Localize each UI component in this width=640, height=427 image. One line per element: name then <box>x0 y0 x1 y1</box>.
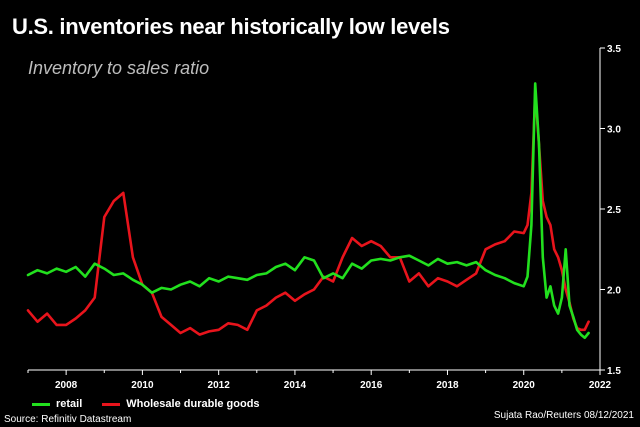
x-tick-label-2008: 2008 <box>55 380 78 391</box>
source-note: Source: Refinitiv Datastream <box>4 414 132 425</box>
y-tick-label-4: 3.5 <box>607 44 621 55</box>
chart-subtitle: Inventory to sales ratio <box>28 58 210 78</box>
legend-item-wholesale: Wholesale durable goods <box>102 398 260 410</box>
y-tick-label-0: 1.5 <box>607 366 621 377</box>
legend-label-wholesale: Wholesale durable goods <box>126 398 260 410</box>
x-tick-label-2016: 2016 <box>360 380 383 391</box>
legend: retail Wholesale durable goods <box>32 398 280 410</box>
legend-swatch-wholesale <box>102 402 121 406</box>
x-tick-label-2010: 2010 <box>131 380 154 391</box>
legend-swatch-retail <box>32 402 50 406</box>
y-tick-label-2: 2.5 <box>607 205 621 216</box>
chart-title: U.S. inventories near historically low l… <box>12 14 450 39</box>
legend-item-retail: retail <box>32 398 82 410</box>
x-tick-label-2020: 2020 <box>513 380 536 391</box>
series-line-retail <box>26 82 590 340</box>
series-line-wholesale <box>26 91 590 336</box>
y-tick-label-3: 3.0 <box>607 125 621 136</box>
y-tick-label-1: 2.0 <box>607 286 621 297</box>
credit-note: Sujata Rao/Reuters 08/12/2021 <box>493 410 634 421</box>
x-tick-label-2022: 2022 <box>589 380 612 391</box>
x-tick-label-2012: 2012 <box>208 380 231 391</box>
x-tick-label-2014: 2014 <box>284 380 307 391</box>
legend-label-retail: retail <box>56 398 83 410</box>
x-tick-label-2018: 2018 <box>436 380 459 391</box>
